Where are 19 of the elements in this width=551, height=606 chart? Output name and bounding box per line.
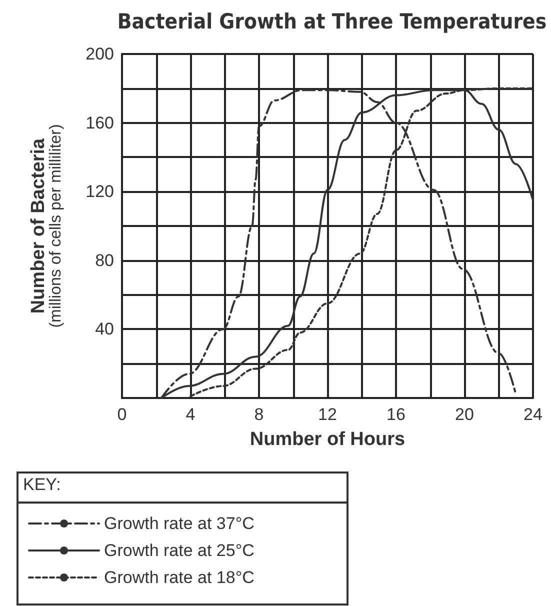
legend-label: Growth rate at 25°C (104, 541, 254, 560)
x-tick-label: 24 (524, 405, 542, 424)
x-axis-title: Number of Hours (250, 429, 406, 450)
y-tick-label: 80 (95, 250, 114, 270)
x-tick-label: 20 (455, 405, 474, 424)
x-tick-label: 12 (318, 405, 337, 424)
x-tick-label: 4 (186, 405, 196, 424)
x-tick-label: 8 (254, 405, 264, 424)
y-tick-label: 200 (86, 44, 114, 64)
legend-label: Growth rate at 37°C (104, 514, 254, 533)
y-tick-label: 120 (86, 182, 114, 202)
legend-label: Growth rate at 18°C (104, 568, 254, 587)
y-tick-label: 160 (86, 113, 114, 132)
y-tick-label: 40 (95, 320, 114, 339)
chart-title: Bacterial Growth at Three Temperatures (117, 10, 547, 34)
legend-title: KEY: (23, 475, 61, 494)
x-tick-label: 16 (386, 405, 406, 424)
x-tick-label: 0 (117, 405, 127, 424)
y-axis-title: Number of Bacteria (millions of cells per milliliter) (28, 124, 64, 328)
